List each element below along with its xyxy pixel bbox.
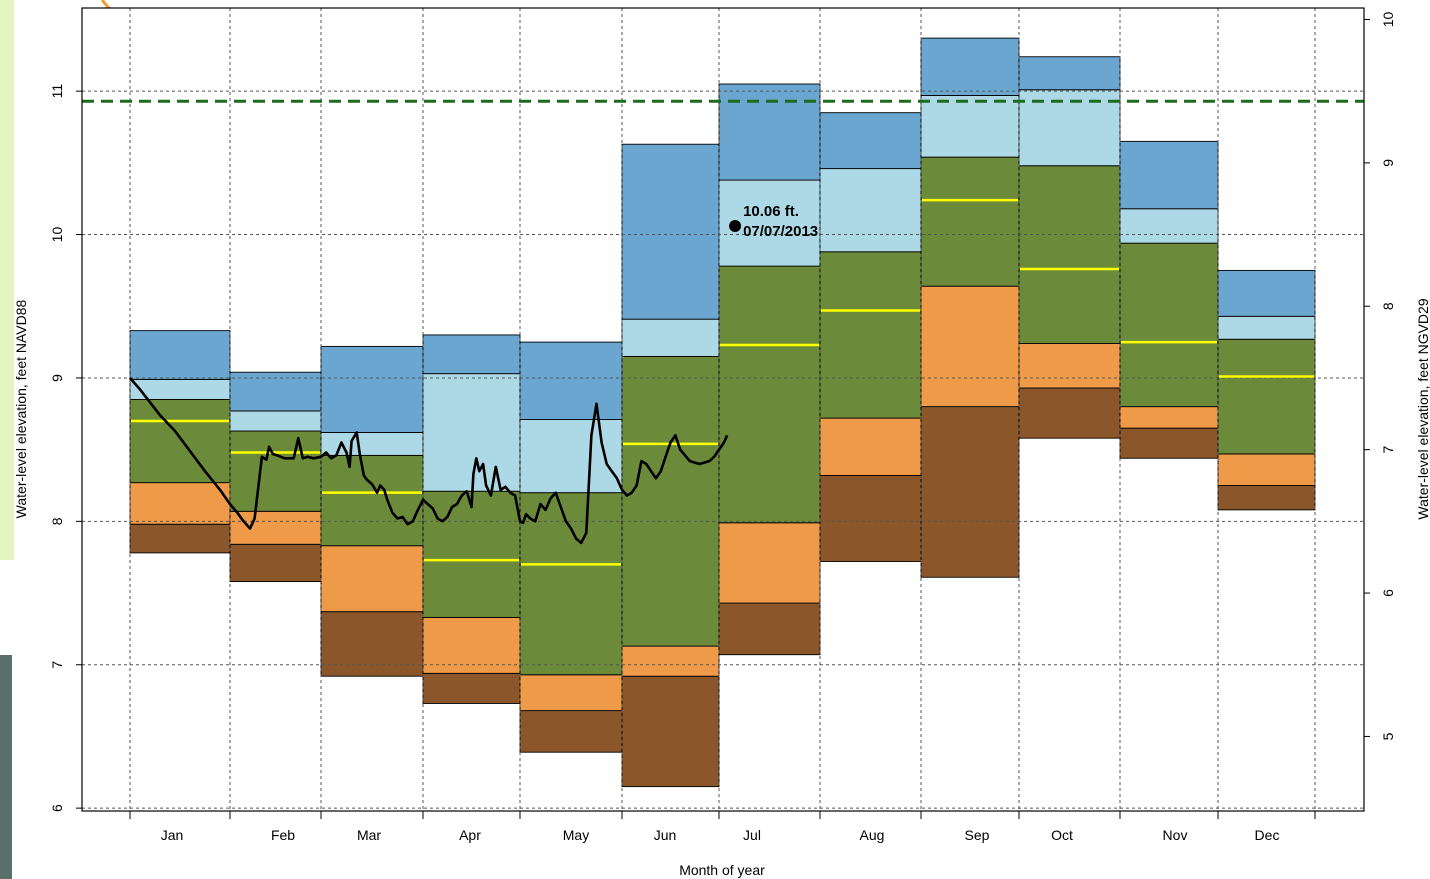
left-tick-label-9: 9 xyxy=(49,374,65,382)
box-feb-band-highmid xyxy=(229,410,322,432)
x-axis-title: Month of year xyxy=(679,862,765,878)
box-dec-band-low xyxy=(1217,485,1316,511)
box-nov-band-lowmid xyxy=(1119,406,1219,429)
box-oct-band-lowmid xyxy=(1018,343,1121,389)
box-jun-band-lowmid xyxy=(621,645,720,677)
box-apr-band-high xyxy=(422,334,521,375)
box-jun-band-low xyxy=(621,675,720,788)
left-axis-title: Water-level elevation, feet NAVD88 xyxy=(13,299,29,518)
current-water-level-line xyxy=(129,377,729,545)
box-dec-band-highmid xyxy=(1217,315,1316,340)
right-tick-label-10: 10 xyxy=(1380,11,1396,27)
box-jun-band-highmid xyxy=(621,318,720,357)
median-lines xyxy=(131,198,1314,566)
box-nov-band-low xyxy=(1119,427,1219,459)
x-tick-label-jun: Jun xyxy=(654,827,677,843)
x-tick-label-sep: Sep xyxy=(965,827,990,843)
box-apr-band-highmid xyxy=(422,373,521,492)
x-tick-label-feb: Feb xyxy=(271,827,295,843)
box-nov-band-highmid xyxy=(1119,208,1219,244)
box-aug-band-mid xyxy=(819,251,922,419)
box-apr-band-lowmid xyxy=(422,616,521,674)
box-jan-band-lowmid xyxy=(129,482,231,525)
right-y-axis: 5 6 7 8 9 10 xyxy=(1364,11,1396,740)
x-tick-label-apr: Apr xyxy=(459,827,481,843)
plot-frame xyxy=(81,7,1365,812)
box-dec-band-mid xyxy=(1217,338,1316,455)
x-tick-label-nov: Nov xyxy=(1163,827,1188,843)
box-may-band-high xyxy=(519,341,623,420)
box-oct-band-high xyxy=(1018,56,1121,91)
left-tick-label-11: 11 xyxy=(49,84,65,99)
box-sep-band-highmid xyxy=(920,95,1020,158)
box-mar-band-high xyxy=(320,345,424,433)
box-nov-band-high xyxy=(1119,140,1219,210)
x-tick-label-aug: Aug xyxy=(860,827,885,843)
box-feb-band-lowmid xyxy=(229,510,322,545)
box-nov-band-mid xyxy=(1119,242,1219,408)
x-tick-label-mar: Mar xyxy=(357,827,381,843)
right-tick-label-5: 5 xyxy=(1380,732,1396,740)
box-apr-band-mid xyxy=(422,490,521,618)
left-tick-label-7: 7 xyxy=(49,661,65,669)
x-tick-label-may: May xyxy=(563,827,589,843)
right-tick-label-6: 6 xyxy=(1380,589,1396,597)
x-tick-label-jul: Jul xyxy=(743,827,761,843)
box-may-band-highmid xyxy=(519,419,623,494)
left-y-axis: 6 7 8 9 10 11 xyxy=(49,84,82,812)
box-jan-band-mid xyxy=(129,399,231,484)
right-tick-label-7: 7 xyxy=(1380,446,1396,454)
background-map-strip xyxy=(0,0,14,879)
box-sep-band-high xyxy=(920,37,1020,96)
box-feb-band-mid xyxy=(229,430,322,512)
box-jun-band-high xyxy=(621,143,720,320)
box-dec-band-lowmid xyxy=(1217,453,1316,486)
box-aug-band-high xyxy=(819,112,922,170)
left-tick-label-6: 6 xyxy=(49,804,65,812)
left-tick-label-8: 8 xyxy=(49,517,65,525)
box-jan-band-low xyxy=(129,523,231,554)
right-axis-title: Water-level elevation, feet NGVD29 xyxy=(1415,298,1430,519)
box-jul-band-lowmid xyxy=(718,522,821,604)
x-tick-label-oct: Oct xyxy=(1051,827,1073,843)
box-jul-band-mid xyxy=(718,265,821,524)
box-mar-band-low xyxy=(320,611,424,677)
right-tick-label-8: 8 xyxy=(1380,302,1396,310)
box-mar-band-mid xyxy=(320,454,424,547)
box-jul-band-low xyxy=(718,602,821,656)
annotation-value: 10.06 ft. xyxy=(743,203,799,220)
box-sep-band-mid xyxy=(920,156,1020,287)
box-may-band-mid xyxy=(519,492,623,676)
map-strip-gap xyxy=(0,560,14,660)
right-tick-label-9: 9 xyxy=(1380,159,1396,167)
box-may-band-lowmid xyxy=(519,674,623,712)
x-tick-label-dec: Dec xyxy=(1255,827,1280,843)
box-aug-band-highmid xyxy=(819,168,922,253)
box-mar-band-lowmid xyxy=(320,545,424,613)
box-aug-band-lowmid xyxy=(819,417,922,476)
box-jul-band-high xyxy=(718,83,821,181)
map-strip-photo xyxy=(0,655,12,879)
box-feb-band-low xyxy=(229,543,322,583)
box-jun-band-mid xyxy=(621,355,720,647)
box-aug-band-low xyxy=(819,475,922,562)
box-may-band-low xyxy=(519,710,623,753)
left-tick-label-10: 10 xyxy=(49,227,65,243)
map-strip-light xyxy=(0,0,14,560)
box-oct-band-mid xyxy=(1018,165,1121,344)
annotation-date: 07/07/2013 xyxy=(743,223,818,240)
x-tick-label-jan: Jan xyxy=(161,827,184,843)
box-oct-band-low xyxy=(1018,387,1121,439)
box-apr-band-low xyxy=(422,672,521,704)
box-sep-band-lowmid xyxy=(920,285,1020,408)
x-axis: Jan Feb Mar Apr May Jun Jul Aug Sep Oct Nov Dec xyxy=(129,811,1316,843)
grid-lines xyxy=(82,8,1364,811)
box-jan-band-high xyxy=(129,330,231,380)
box-sep-band-low xyxy=(920,406,1020,578)
current-value-point xyxy=(729,219,742,232)
box-dec-band-high xyxy=(1217,269,1316,317)
